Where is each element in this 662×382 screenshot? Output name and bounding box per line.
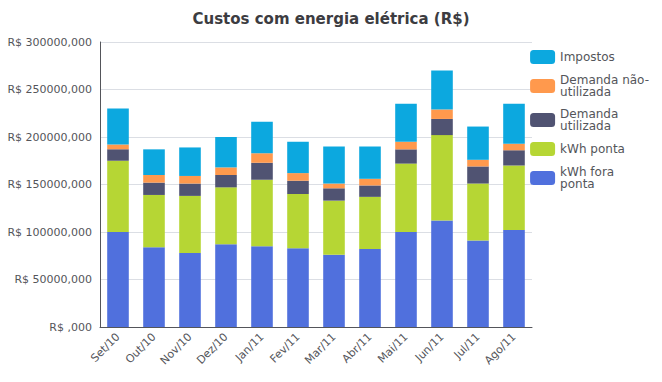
- svg-text:Custos com energia elétrica (R: Custos com energia elétrica (R$): [192, 10, 469, 28]
- svg-text:Jun/11: Jun/11: [412, 330, 447, 365]
- svg-text:R$ 100000,000: R$ 100000,000: [7, 226, 92, 239]
- svg-text:Jul/11: Jul/11: [451, 330, 483, 362]
- svg-text:R$ 200000,000: R$ 200000,000: [7, 131, 92, 144]
- svg-text:Demanda: Demanda: [560, 107, 619, 121]
- svg-text:Ago/11: Ago/11: [482, 330, 519, 367]
- svg-text:R$ 150000,000: R$ 150000,000: [7, 178, 92, 191]
- svg-text:kWh ponta: kWh ponta: [560, 142, 625, 156]
- svg-text:R$ 50000,000: R$ 50000,000: [14, 273, 92, 286]
- svg-text:Mai/11: Mai/11: [375, 330, 410, 365]
- svg-text:Set/10: Set/10: [88, 330, 122, 364]
- svg-text:R$ 250000,000: R$ 250000,000: [7, 83, 92, 96]
- svg-text:Jan/11: Jan/11: [232, 330, 266, 364]
- svg-text:Abr/11: Abr/11: [339, 330, 374, 365]
- svg-text:kWh fora: kWh fora: [560, 165, 615, 179]
- svg-text:Mar/11: Mar/11: [302, 330, 338, 366]
- svg-text:Impostos: Impostos: [560, 50, 615, 64]
- svg-text:Nov/10: Nov/10: [158, 330, 195, 367]
- svg-text:utilizada: utilizada: [560, 119, 611, 133]
- svg-text:Demanda não-: Demanda não-: [560, 73, 649, 87]
- svg-text:utilizada: utilizada: [560, 85, 611, 99]
- svg-text:R$ ,000: R$ ,000: [49, 321, 92, 334]
- svg-text:Out/10: Out/10: [123, 330, 159, 366]
- svg-text:R$ 300000,000: R$ 300000,000: [7, 36, 92, 49]
- svg-text:ponta: ponta: [560, 177, 595, 191]
- svg-text:Dez/10: Dez/10: [194, 330, 231, 367]
- svg-text:Fev/11: Fev/11: [267, 330, 302, 365]
